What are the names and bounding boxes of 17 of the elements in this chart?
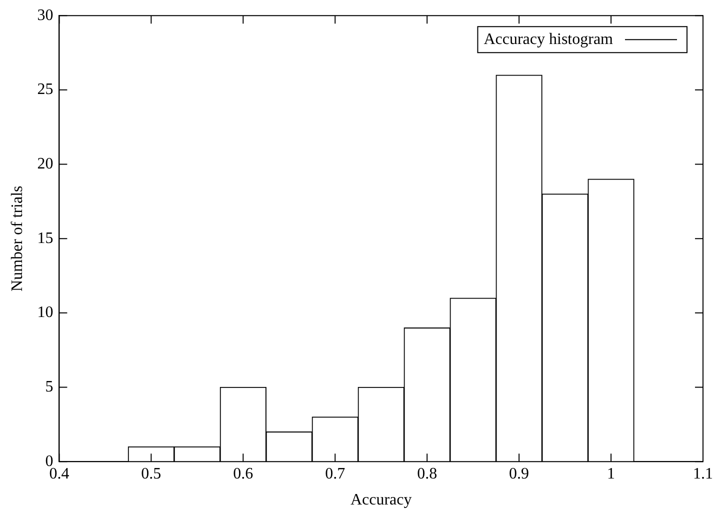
x-tick-label: 0.6 [233, 465, 254, 482]
y-axis-title: Number of trials [8, 186, 26, 292]
x-tick-label: 0.9 [509, 465, 530, 482]
y-tick-label: 20 [37, 155, 54, 172]
x-tick-label: 0.4 [49, 465, 70, 482]
y-tick-label: 15 [37, 230, 54, 247]
x-tick-label: 0.8 [417, 465, 438, 482]
y-tick-label: 25 [37, 81, 54, 98]
x-tick-label: 1.1 [693, 465, 713, 482]
y-tick-label: 10 [37, 304, 54, 322]
x-tick-label: 1 [607, 465, 616, 482]
series-label: Accuracy histogram [484, 30, 614, 48]
y-tick-label: 5 [45, 378, 54, 396]
x-tick-label: 0.5 [141, 465, 162, 482]
x-tick-label: 0.7 [325, 465, 346, 482]
x-axis-title: Accuracy [350, 492, 412, 509]
y-tick-label: 30 [37, 6, 54, 24]
